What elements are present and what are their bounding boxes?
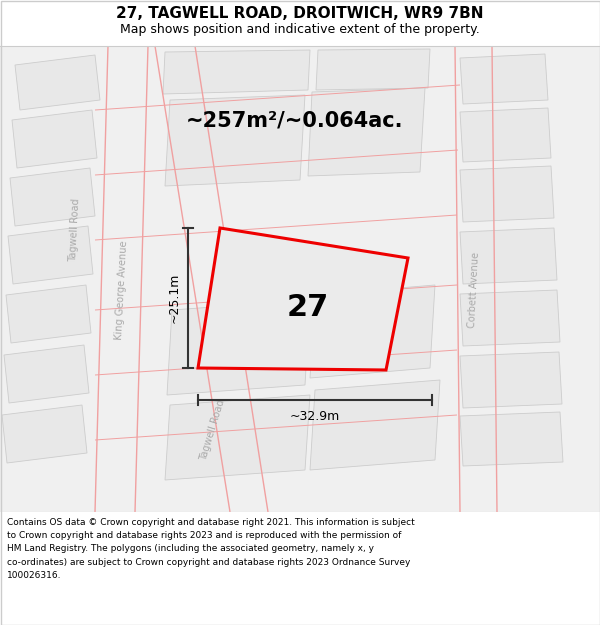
Polygon shape — [4, 345, 89, 403]
Polygon shape — [310, 285, 435, 378]
Polygon shape — [460, 412, 563, 466]
Bar — [0, 512, 600, 625]
Text: Tagwell Road: Tagwell Road — [199, 398, 227, 462]
Text: Tagwell Road: Tagwell Road — [68, 198, 82, 262]
Text: HM Land Registry. The polygons (including the associated geometry, namely x, y: HM Land Registry. The polygons (includin… — [7, 544, 374, 553]
Polygon shape — [316, 49, 430, 90]
Polygon shape — [460, 290, 560, 346]
Polygon shape — [460, 228, 557, 284]
Polygon shape — [460, 166, 554, 222]
Polygon shape — [2, 405, 87, 463]
Text: ~32.9m: ~32.9m — [290, 411, 340, 424]
Polygon shape — [12, 110, 97, 168]
Polygon shape — [308, 88, 425, 176]
Text: ~25.1m: ~25.1m — [167, 272, 181, 323]
Text: Corbett Avenue: Corbett Avenue — [467, 252, 481, 328]
Bar — [0, 46, 600, 512]
Polygon shape — [8, 226, 93, 284]
Polygon shape — [460, 352, 562, 408]
Polygon shape — [198, 228, 408, 370]
Text: Contains OS data © Crown copyright and database right 2021. This information is : Contains OS data © Crown copyright and d… — [7, 518, 415, 527]
Polygon shape — [165, 395, 310, 480]
Text: King George Avenue: King George Avenue — [115, 240, 130, 340]
Polygon shape — [10, 168, 95, 226]
Text: Map shows position and indicative extent of the property.: Map shows position and indicative extent… — [120, 24, 480, 36]
Polygon shape — [310, 380, 440, 470]
Polygon shape — [167, 300, 310, 395]
Polygon shape — [15, 55, 100, 110]
Polygon shape — [6, 285, 91, 343]
Text: 27: 27 — [287, 294, 329, 322]
Polygon shape — [163, 50, 310, 94]
Polygon shape — [165, 95, 305, 186]
Text: co-ordinates) are subject to Crown copyright and database rights 2023 Ordnance S: co-ordinates) are subject to Crown copyr… — [7, 558, 410, 567]
Polygon shape — [460, 54, 548, 104]
Text: 27, TAGWELL ROAD, DROITWICH, WR9 7BN: 27, TAGWELL ROAD, DROITWICH, WR9 7BN — [116, 6, 484, 21]
Text: 100026316.: 100026316. — [7, 571, 62, 580]
Text: ~257m²/~0.064ac.: ~257m²/~0.064ac. — [186, 110, 404, 130]
Text: to Crown copyright and database rights 2023 and is reproduced with the permissio: to Crown copyright and database rights 2… — [7, 531, 401, 540]
Polygon shape — [460, 108, 551, 162]
